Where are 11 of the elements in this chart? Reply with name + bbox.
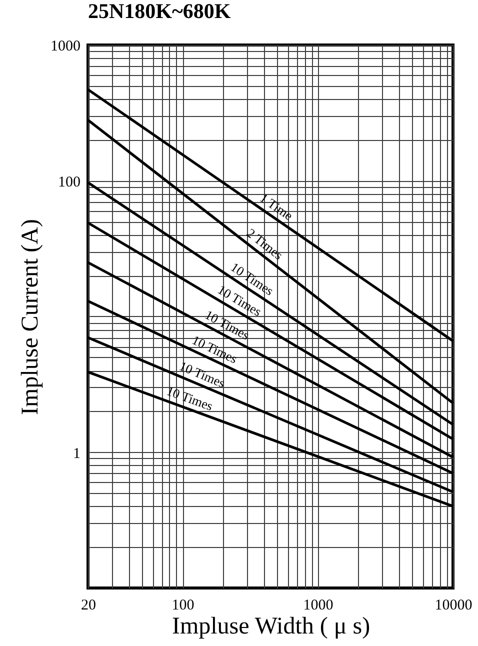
chart-title: 25N180K~680K <box>88 0 232 23</box>
y-tick-label: 1000 <box>50 38 80 54</box>
y-axis-title: Impluse Current (A) <box>18 219 44 415</box>
x-tick-label: 10000 <box>434 598 472 614</box>
y-tick-label: 100 <box>58 174 80 190</box>
x-axis-title: Impluse Width ( μ s) <box>172 614 370 640</box>
x-tick-label: 100 <box>172 598 194 614</box>
x-tick-label: 20 <box>81 598 96 614</box>
y-tick-label: 1 <box>73 446 80 462</box>
x-tick-label: 1000 <box>303 598 334 614</box>
text: 1 Time <box>257 190 296 224</box>
